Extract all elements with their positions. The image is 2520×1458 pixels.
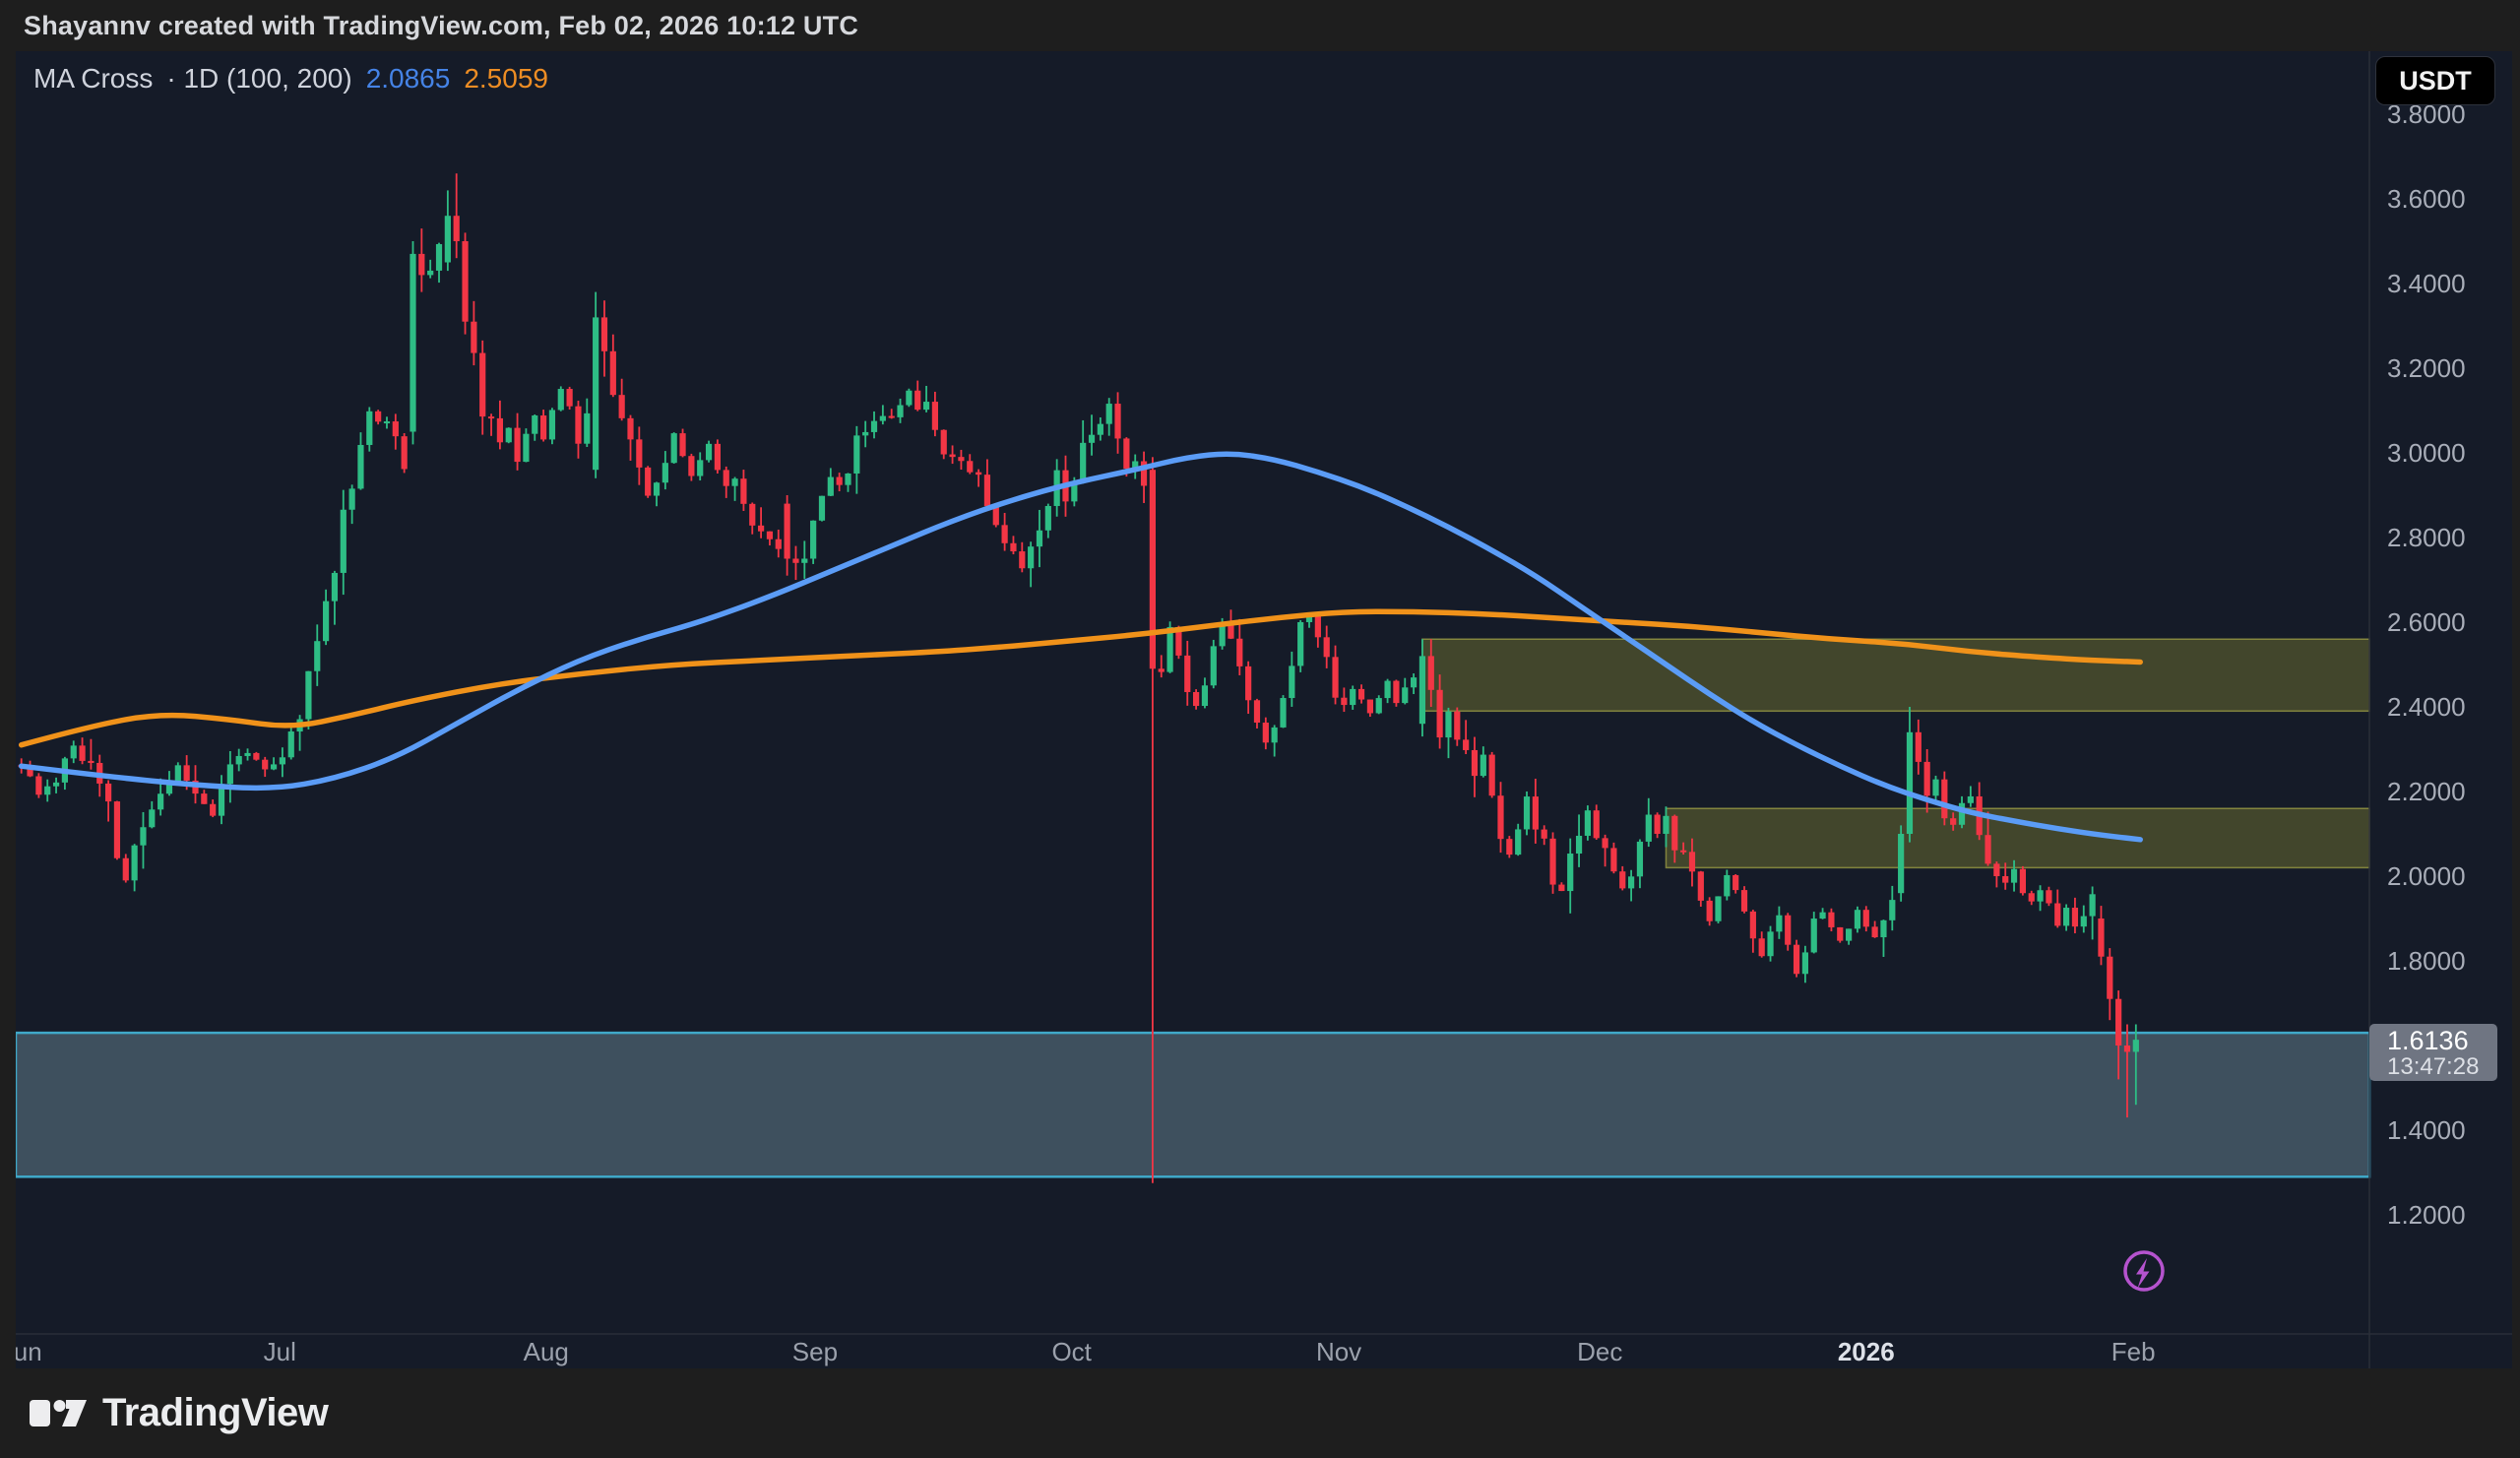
time-tick-label: Aug [523, 1337, 569, 1366]
price-tick-label: 3.0000 [2387, 438, 2466, 468]
indicator-legend[interactable]: MA Cross · 1D (100, 200) 2.0865 2.5059 [33, 63, 548, 95]
price-tick-label: 2.8000 [2387, 523, 2466, 552]
last-price-label: 1.6136 13:47:28 [2369, 1024, 2497, 1082]
price-tick-label: 3.4000 [2387, 269, 2466, 298]
attribution-text: Shayannv created with TradingView.com, F… [24, 10, 859, 40]
price-tick-label: 2.0000 [2387, 861, 2466, 891]
footer-bar: TradingView [0, 1368, 2520, 1458]
chart-canvas[interactable] [16, 51, 2512, 1368]
time-tick-label: Jun [16, 1337, 42, 1366]
time-tick-label: 2026 [1837, 1337, 1895, 1366]
price-tick-label: 2.2000 [2387, 777, 2466, 806]
time-tick-label: Oct [1051, 1337, 1092, 1366]
last-price-value: 1.6136 [2387, 1026, 2469, 1056]
time-tick-label: Dec [1577, 1337, 1623, 1366]
time-tick-label: Jul [263, 1337, 296, 1366]
flash-icon[interactable] [2123, 1250, 2165, 1292]
indicator-params: · 1D (100, 200) [166, 63, 352, 94]
ma-200-line[interactable] [18, 608, 2143, 748]
supply-zone-lower[interactable] [1665, 807, 2370, 869]
indicator-title: MA Cross [33, 63, 154, 94]
time-tick-label: Nov [1315, 1337, 1362, 1366]
price-tick-label: 1.2000 [2387, 1200, 2466, 1230]
time-tick-label: Feb [2110, 1337, 2156, 1366]
price-tick-label: 3.2000 [2387, 353, 2466, 383]
chart-widget: MA Cross · 1D (100, 200) 2.0865 2.5059 3… [16, 51, 2512, 1368]
ma-100-line[interactable] [18, 451, 2143, 843]
price-tick-label: 2.6000 [2387, 607, 2466, 637]
price-tick-label: 3.6000 [2387, 184, 2466, 214]
supply-zone-upper[interactable] [1421, 638, 2370, 713]
tradingview-logo-icon [30, 1400, 87, 1426]
currency-toggle-button[interactable]: USDT [2375, 56, 2495, 105]
price-tick-label: 1.4000 [2387, 1115, 2466, 1145]
bar-close-countdown: 13:47:28 [2387, 1053, 2480, 1081]
time-tick-label: Sep [791, 1337, 839, 1366]
candlestick-series [18, 173, 2139, 1183]
ma-fast-value: 2.0865 [365, 63, 451, 94]
tradingview-logo-text: TradingView [102, 1391, 329, 1434]
tradingview-logo[interactable]: TradingView [30, 1391, 329, 1435]
support-zone[interactable] [16, 1031, 2371, 1178]
header-bar: Shayannv created with TradingView.com, F… [0, 0, 2520, 51]
price-tick-label: 2.4000 [2387, 692, 2466, 722]
ma-slow-value: 2.5059 [464, 63, 548, 94]
price-tick-label: 1.8000 [2387, 946, 2466, 976]
